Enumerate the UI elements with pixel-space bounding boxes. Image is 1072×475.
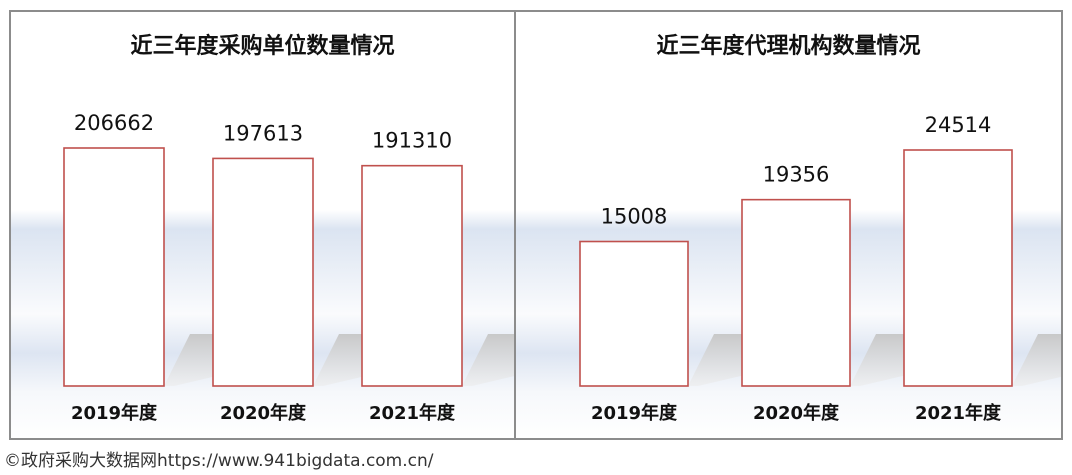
category-label: 2021年度 <box>915 402 1002 424</box>
bar-2021年度 <box>361 164 463 387</box>
bar-value-label: 197613 <box>223 121 303 145</box>
purchasing-units-chart: 206662 2019年度 197613 2020年度 191310 2021年度 <box>11 111 514 438</box>
bar-shadow <box>462 334 514 386</box>
panel-divider <box>514 10 516 440</box>
bar-value-label: 15008 <box>601 205 668 229</box>
bar-2020年度 <box>741 198 851 387</box>
category-label: 2019年度 <box>591 402 678 424</box>
source-watermark: ©政府采购大数据网https://www.941bigdata.com.cn/ <box>4 451 434 471</box>
bar-2021年度 <box>903 149 1013 387</box>
bar-value-label: 206662 <box>74 111 154 135</box>
bar-value-label: 191310 <box>372 129 452 153</box>
bar-value-label: 24514 <box>925 113 992 137</box>
agencies-chart: 15008 2019年度 19356 2020年度 24514 2021年度 <box>516 112 1061 438</box>
bar-2019年度 <box>63 147 165 387</box>
category-label: 2021年度 <box>369 402 456 424</box>
agencies-chart-panel: 15008 2019年度 19356 2020年度 24514 2021年度 近三年度代理… <box>516 12 1061 438</box>
agencies-chart-title: 近三年度代理机构数量情况 <box>656 34 921 59</box>
purchasing-units-chart-panel: 206662 2019年度 197613 2020年度 191310 2021年度 近三年… <box>11 12 514 438</box>
bar-shadow <box>1012 334 1061 386</box>
bar-2020年度 <box>212 157 314 387</box>
bar-2019年度 <box>579 240 689 387</box>
purchasing-units-chart-title: 近三年度采购单位数量情况 <box>130 34 395 59</box>
category-label: 2020年度 <box>220 402 307 424</box>
bar-value-label: 19356 <box>763 163 830 187</box>
category-label: 2019年度 <box>71 402 158 424</box>
category-label: 2020年度 <box>753 402 840 424</box>
